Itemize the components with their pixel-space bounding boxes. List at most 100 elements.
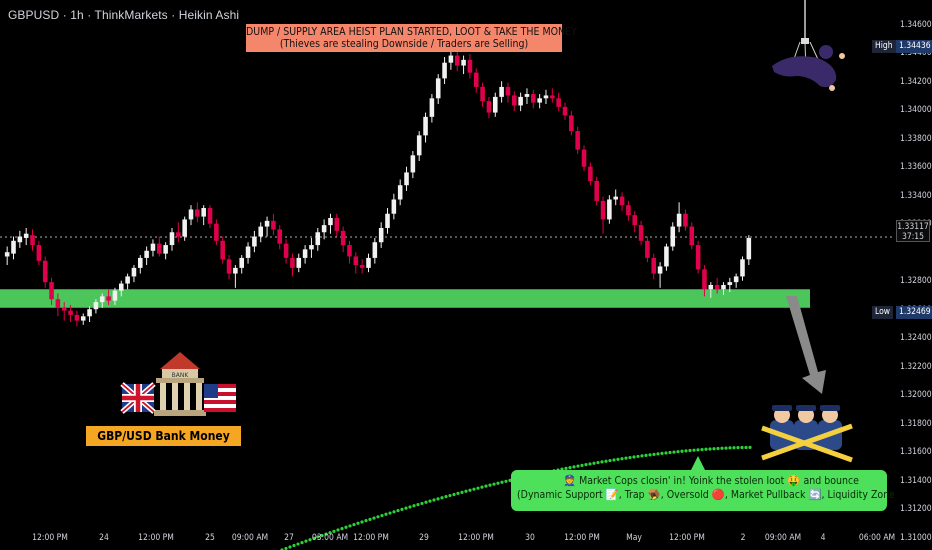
uk-flag-icon <box>120 382 156 414</box>
ema-dot <box>400 507 404 511</box>
demand-zone <box>0 289 810 308</box>
ema-dot <box>588 462 592 466</box>
candle-body <box>328 218 333 226</box>
heist-plan-banner: DUMP / SUPPLY AREA HEIST PLAN STARTED, L… <box>246 24 577 52</box>
price-tick: 1.34000 <box>900 105 932 116</box>
ema-dot <box>416 503 420 507</box>
candle-body <box>277 229 283 244</box>
candle-body <box>131 267 137 277</box>
candle-body <box>366 257 371 268</box>
ema-dot <box>376 515 380 519</box>
market-cops-note: 👮 Market Cops closin' in! Yoink the stol… <box>511 470 915 511</box>
candle-body <box>182 219 187 237</box>
candle-body <box>670 226 676 247</box>
candle-body <box>87 309 92 317</box>
ema-dot <box>652 452 656 456</box>
ema-dot <box>348 524 352 528</box>
ema-dot <box>484 484 488 488</box>
low-tag-label: Low <box>872 306 894 319</box>
candle-body <box>626 205 631 216</box>
candle-body <box>397 185 403 200</box>
ema-dot <box>736 446 740 450</box>
ema-dot <box>688 448 692 453</box>
bank-sign-text: BANK <box>172 372 190 379</box>
price-axis[interactable] <box>894 0 932 550</box>
candle-body <box>283 243 289 258</box>
ema-dot <box>624 456 628 460</box>
ema-dot <box>288 545 292 549</box>
candle-body <box>746 237 752 260</box>
us-flag-icon <box>204 384 236 412</box>
candle-body <box>93 302 99 310</box>
ema-dot <box>396 508 400 513</box>
ema-dot <box>692 448 696 452</box>
time-tick: 09:00 AM <box>764 533 802 543</box>
price-tick: 1.32800 <box>900 276 932 287</box>
ema-dot <box>408 505 412 509</box>
candle-body <box>708 284 714 290</box>
candle-body <box>99 296 105 303</box>
ema-dot <box>672 450 676 454</box>
price-tick: 1.32000 <box>900 390 932 401</box>
ema-dot <box>300 540 304 545</box>
ema-dot <box>612 458 616 462</box>
ema-dot <box>720 446 724 450</box>
ema-dot <box>644 453 648 457</box>
note-line-2: (Dynamic Support 📝, Trap 🪤, Oversold 🔴, … <box>517 489 915 501</box>
ema-dot <box>480 485 484 489</box>
candle-body <box>664 246 669 267</box>
ema-dot <box>456 491 460 495</box>
ema-dot <box>620 457 624 461</box>
candle-body <box>252 236 257 247</box>
candle-body <box>499 86 504 97</box>
candle-body <box>531 94 536 103</box>
candle-body <box>176 232 181 237</box>
candle-body <box>562 106 568 116</box>
price-tick: 1.32200 <box>900 361 932 372</box>
price-tick: 1.31600 <box>900 447 932 458</box>
ema-dot <box>572 465 576 469</box>
ema-dot <box>564 466 568 470</box>
candle-body <box>492 96 498 113</box>
ema-dot <box>584 463 588 467</box>
candle-body <box>714 284 720 290</box>
candle-body <box>550 95 555 99</box>
candle-body <box>588 166 593 181</box>
candle-body <box>315 232 321 246</box>
candle-body <box>264 220 270 227</box>
candle-body <box>150 243 156 251</box>
ema-dot <box>500 480 504 484</box>
chart-symbol-title: GBPUSD · 1h · ThinkMarkets · Heikin Ashi <box>8 8 240 22</box>
time-tick: 27 <box>284 533 294 543</box>
candle-body <box>486 101 492 113</box>
candle-body <box>461 59 466 66</box>
candle-body <box>290 257 295 268</box>
ema-dot <box>744 445 748 450</box>
candle-body <box>36 245 42 261</box>
candle-body <box>42 260 48 283</box>
ema-dot <box>708 447 712 451</box>
candle-body <box>410 155 416 173</box>
candle-body <box>55 299 61 308</box>
time-tick: 12:00 PM <box>32 533 68 543</box>
candle-body <box>334 218 340 231</box>
ema-dot <box>324 532 328 536</box>
ema-dot <box>600 460 604 464</box>
ema-dot <box>352 522 356 527</box>
candle-body <box>524 94 530 97</box>
candle-body <box>309 245 314 250</box>
ema-dot <box>448 493 452 498</box>
candle-body <box>695 245 701 270</box>
price-tick: 1.32400 <box>900 333 932 344</box>
ema-dot <box>748 445 752 450</box>
candle-body <box>74 314 80 321</box>
ema-dot <box>356 521 360 525</box>
candle-body <box>157 243 162 254</box>
candle-body <box>239 257 244 268</box>
candle-body <box>467 59 473 73</box>
candle-body <box>4 252 10 257</box>
candle-body <box>340 230 346 246</box>
ema-dot <box>604 459 608 463</box>
ema-dot <box>432 498 436 502</box>
